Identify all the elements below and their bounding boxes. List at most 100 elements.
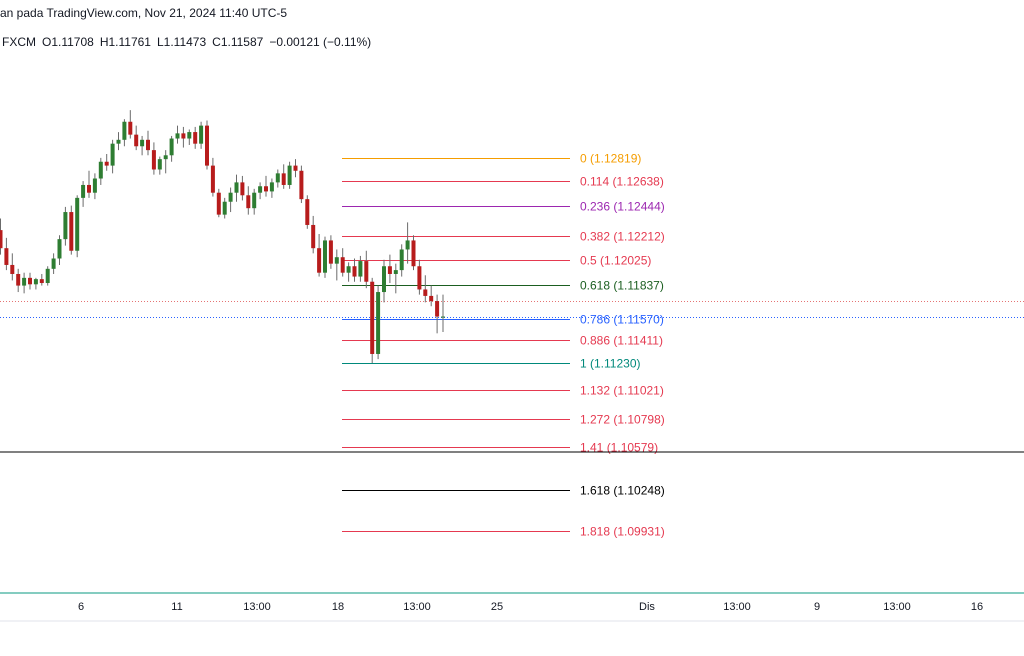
candle-body <box>376 292 381 354</box>
fib-level-label: 1.618 (1.10248) <box>580 484 665 498</box>
candle-body <box>393 270 398 274</box>
fib-level-label: 0.5 (1.12025) <box>580 254 651 268</box>
fib-level-label: 0.786 (1.11570) <box>580 313 664 327</box>
fib-level-label: 1 (1.11230) <box>580 357 641 371</box>
time-axis[interactable]: 6 11 13:00 18 13:00 25 Dis 13:00 9 13:00 16 <box>78 601 983 613</box>
candle-body <box>264 186 268 192</box>
candle-body <box>169 138 174 156</box>
fib-level-label: 1.132 (1.11021) <box>580 384 664 398</box>
ohlc-close: C1.11587 <box>212 35 264 49</box>
time-axis-tick: 18 <box>332 601 344 613</box>
candle-body <box>33 279 38 285</box>
candle-body <box>75 197 80 251</box>
candle-body <box>305 199 310 225</box>
candle-body <box>193 132 198 144</box>
candle-body <box>81 184 86 198</box>
candle-body <box>134 134 139 147</box>
time-axis-tick: Dis <box>639 601 655 613</box>
candle-body <box>205 125 209 166</box>
candle-body <box>110 143 115 166</box>
fib-level-label: 0.618 (1.11837) <box>580 279 664 293</box>
candle-body <box>57 239 62 259</box>
candle-body <box>405 240 410 250</box>
time-axis-tick: 13:00 <box>403 601 431 613</box>
candle-body <box>28 277 32 285</box>
candle-body <box>128 121 133 135</box>
ohlc-legend: FXCM O1.11708 H1.11761 L1.11473 C1.11587 −0.0… <box>2 35 377 49</box>
fib-level-label: 1.818 (1.09931) <box>580 525 665 539</box>
candle-body <box>151 150 156 170</box>
candle-body <box>328 240 333 264</box>
candle-body <box>63 212 68 240</box>
fibonacci-retracement[interactable]: 0 (1.12819) 0.114 (1.12638) 0.236 (1.12444… <box>342 152 665 539</box>
candle-body <box>340 257 345 273</box>
time-axis-tick: 13:00 <box>243 601 271 613</box>
candle-body <box>0 230 3 249</box>
time-axis-tick: 13:00 <box>883 601 911 613</box>
ohlc-source: FXCM <box>2 35 36 49</box>
candle-body <box>234 182 239 193</box>
candle-body <box>4 248 9 265</box>
candle-body <box>435 301 440 317</box>
candle-body <box>246 195 251 209</box>
fib-level-label: 0.382 (1.12212) <box>580 230 665 244</box>
candle-body <box>216 192 221 215</box>
candle-body <box>69 212 74 251</box>
candle-body <box>140 139 145 147</box>
candle-body <box>222 201 227 215</box>
candle-body <box>417 266 422 290</box>
ohlc-change: −0.00121 (−0.11%) <box>269 35 372 49</box>
candle-body <box>87 184 91 193</box>
fib-level-label: 0.886 (1.11411) <box>580 334 663 348</box>
candle-body <box>252 192 257 209</box>
candle-body <box>441 316 445 318</box>
candle-body <box>346 266 351 273</box>
candle-body <box>104 161 109 166</box>
ohlc-low: L1.11473 <box>156 35 207 49</box>
candle-body <box>323 240 327 273</box>
candle-body <box>411 240 416 267</box>
time-axis-tick: 6 <box>78 601 84 613</box>
price-lines <box>0 301 1024 318</box>
candle-body <box>98 161 103 179</box>
candle-body <box>10 264 15 274</box>
candle-body <box>181 133 186 139</box>
candle-body <box>92 178 97 193</box>
candle-body <box>258 186 263 193</box>
time-axis-tick: 25 <box>491 601 503 613</box>
candle-body <box>228 192 233 202</box>
candle-body <box>399 249 404 271</box>
candlesticks <box>0 110 445 363</box>
candle-body <box>187 132 192 139</box>
candle-body <box>45 268 50 284</box>
time-axis-tick: 9 <box>814 601 820 613</box>
candle-body <box>22 277 27 286</box>
candle-body <box>382 266 386 293</box>
fib-level-label: 1.41 (1.10579) <box>580 441 658 455</box>
candle-body <box>299 170 304 200</box>
candle-body <box>16 273 21 286</box>
candle-body <box>370 281 375 354</box>
ohlc-high: H1.11761 <box>99 35 151 49</box>
candle-body <box>287 165 292 185</box>
ohlc-open: O1.11708 <box>42 35 94 49</box>
time-axis-tick: 16 <box>971 601 983 613</box>
candle-body <box>387 266 392 274</box>
candle-body <box>311 224 316 249</box>
candle-body <box>210 165 215 193</box>
candle-body <box>358 261 363 277</box>
candle-body <box>364 261 369 282</box>
candle-body <box>334 257 339 264</box>
candle-body <box>281 173 286 185</box>
time-axis-tick: 13:00 <box>723 601 751 613</box>
candle-body <box>317 248 322 273</box>
candle-body <box>423 289 428 296</box>
candle-body <box>240 182 245 196</box>
fib-level-label: 0 (1.12819) <box>580 152 641 166</box>
candle-body <box>116 139 121 144</box>
candle-body <box>275 173 280 183</box>
candle-body <box>352 266 357 277</box>
candle-body <box>429 295 434 302</box>
fib-level-label: 0.236 (1.12444) <box>580 200 665 214</box>
